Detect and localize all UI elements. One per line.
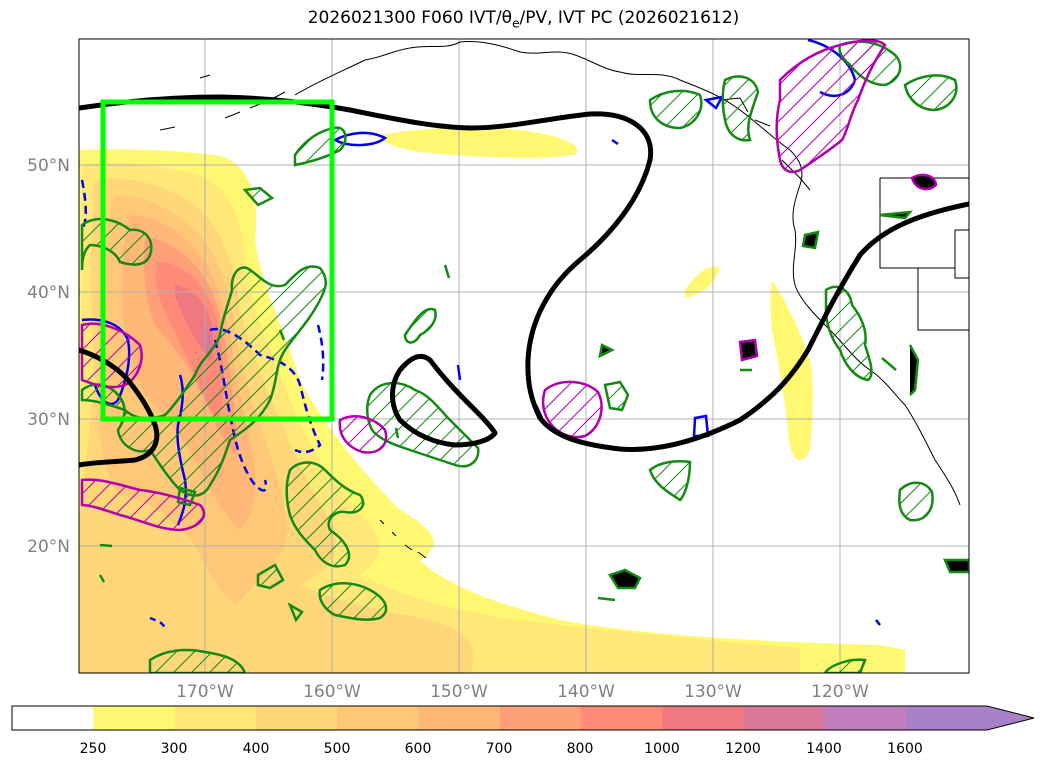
colorbar-label: 300 bbox=[161, 741, 188, 757]
lon-label: 140°W bbox=[557, 682, 615, 702]
colorbar-cells bbox=[12, 706, 1034, 730]
colorbar-extend-arrow bbox=[987, 706, 1034, 730]
colorbar-cell bbox=[581, 706, 663, 730]
map-title: 2026021300 F060 IVT/θe/PV, IVT PC (20260… bbox=[307, 8, 740, 31]
colorbar-cell bbox=[825, 706, 907, 730]
colorbar-cell bbox=[499, 706, 582, 730]
ivt-box bbox=[100, 99, 335, 422]
lat-label: 30°N bbox=[27, 410, 70, 430]
colorbar-label: 1200 bbox=[725, 741, 761, 757]
colorbar-label: 600 bbox=[405, 741, 432, 757]
lat-labels: 50°N 40°N 30°N 20°N bbox=[27, 156, 70, 557]
colorbar-cell bbox=[662, 706, 745, 730]
lat-label: 50°N bbox=[27, 156, 70, 176]
colorbar-label: 500 bbox=[324, 741, 351, 757]
magenta-contours bbox=[80, 39, 938, 532]
lon-label: 130°W bbox=[684, 682, 742, 702]
lon-labels: 170°W 160°W 150°W 140°W 130°W 120°W bbox=[176, 682, 869, 702]
title-subscript: e bbox=[512, 16, 520, 31]
lon-label: 120°W bbox=[811, 682, 869, 702]
colorbar-labels: 250 300 400 500 600 700 800 1000 1200 14… bbox=[80, 741, 923, 757]
lat-label: 20°N bbox=[27, 537, 70, 557]
colorbar-label: 1600 bbox=[887, 741, 923, 757]
colorbar-cell bbox=[255, 706, 338, 730]
lat-label: 40°N bbox=[27, 283, 70, 303]
colorbar-cell bbox=[174, 706, 257, 730]
colorbar-cell bbox=[93, 706, 176, 730]
map-panel bbox=[78, 38, 970, 674]
colorbar-cell bbox=[743, 706, 826, 730]
colorbar-label: 250 bbox=[80, 741, 107, 757]
colorbar-cell bbox=[12, 706, 94, 730]
lon-label: 150°W bbox=[430, 682, 488, 702]
colorbar: 250 300 400 500 600 700 800 1000 1200 14… bbox=[11, 705, 1035, 757]
lon-label: 170°W bbox=[176, 682, 234, 702]
colorbar-label: 1400 bbox=[806, 741, 842, 757]
colorbar-cell bbox=[906, 706, 989, 730]
colorbar-label: 800 bbox=[567, 741, 594, 757]
colorbar-label: 400 bbox=[243, 741, 270, 757]
colorbar-cell bbox=[337, 706, 419, 730]
colorbar-cell bbox=[418, 706, 501, 730]
lon-label: 160°W bbox=[303, 682, 361, 702]
gridlines bbox=[79, 39, 969, 673]
colorbar-label: 700 bbox=[486, 741, 513, 757]
black-contours bbox=[79, 94, 969, 468]
green-contours bbox=[80, 40, 969, 673]
colorbar-label: 1000 bbox=[644, 741, 680, 757]
